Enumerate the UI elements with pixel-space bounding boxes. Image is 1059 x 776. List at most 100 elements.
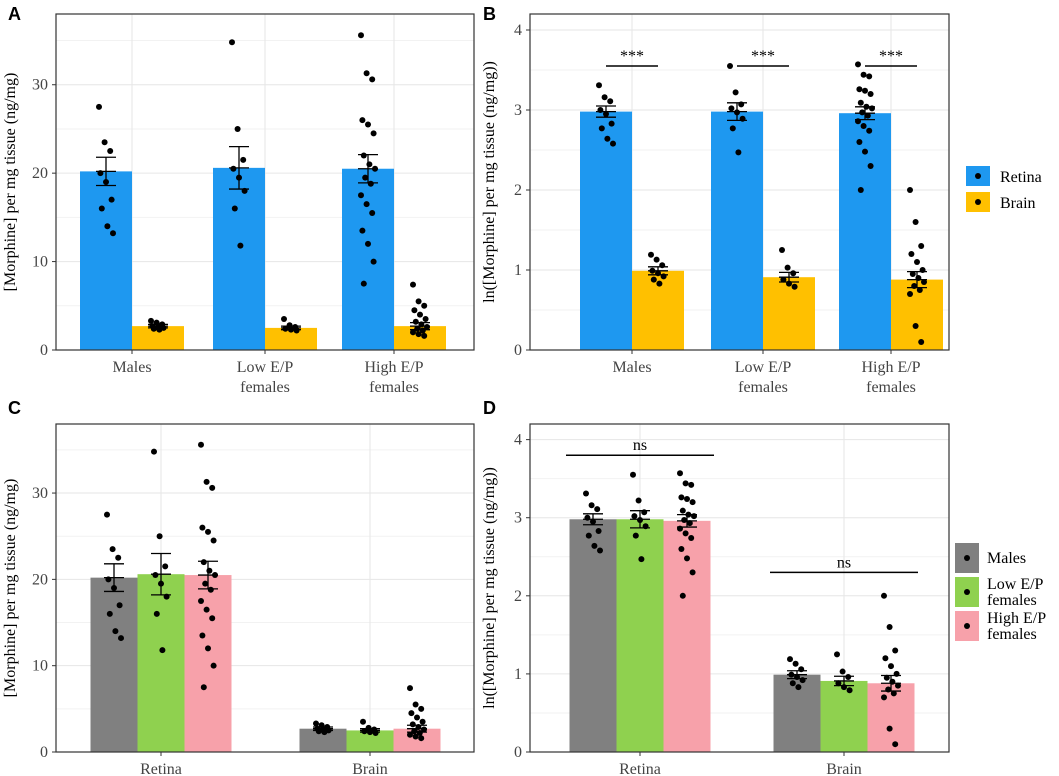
data-point bbox=[414, 325, 421, 332]
data-point bbox=[199, 524, 206, 531]
data-point bbox=[410, 281, 416, 288]
x-tick-label: Low E/P bbox=[237, 359, 294, 376]
bar bbox=[711, 111, 763, 350]
data-point bbox=[159, 647, 166, 654]
data-point bbox=[104, 511, 110, 518]
bar bbox=[342, 168, 394, 350]
data-point bbox=[163, 593, 170, 600]
data-point bbox=[359, 117, 366, 124]
x-tick-label: Males bbox=[612, 359, 651, 376]
data-point bbox=[678, 494, 685, 501]
legend-point bbox=[964, 623, 970, 629]
y-tick-label: 4 bbox=[514, 432, 522, 449]
data-point bbox=[779, 247, 785, 253]
bar bbox=[184, 575, 232, 752]
y-tick-label: 3 bbox=[514, 102, 522, 119]
x-tick-label: females bbox=[369, 379, 419, 396]
y-tick-label: 3 bbox=[514, 510, 522, 527]
y-tick-label: 2 bbox=[514, 588, 522, 605]
data-point bbox=[869, 105, 875, 112]
data-point bbox=[791, 283, 798, 290]
data-point bbox=[908, 251, 915, 257]
data-point bbox=[739, 115, 746, 122]
data-point bbox=[237, 242, 244, 249]
data-point bbox=[366, 161, 373, 168]
data-point bbox=[315, 728, 322, 735]
data-point bbox=[738, 101, 745, 108]
data-point bbox=[784, 264, 791, 271]
data-point bbox=[598, 125, 605, 132]
y-tick-label: 0 bbox=[514, 342, 522, 359]
data-point bbox=[684, 495, 690, 502]
data-point bbox=[635, 497, 642, 504]
data-point bbox=[360, 152, 367, 159]
y-tick-label: 1 bbox=[514, 262, 522, 279]
data-point bbox=[293, 327, 300, 334]
data-point bbox=[418, 735, 425, 742]
data-point bbox=[212, 572, 218, 579]
bar bbox=[132, 326, 184, 350]
y-axis-title: ln([Morphine] per mg tissue (ng/mg)) bbox=[481, 467, 498, 709]
data-point bbox=[689, 499, 696, 506]
data-point bbox=[638, 556, 645, 563]
data-point bbox=[682, 480, 689, 487]
data-point bbox=[855, 118, 861, 125]
data-point bbox=[412, 701, 419, 708]
data-point bbox=[689, 569, 696, 576]
x-tick-label: Retina bbox=[140, 761, 182, 776]
data-point bbox=[358, 192, 364, 199]
data-point bbox=[240, 156, 247, 163]
data-point bbox=[653, 256, 660, 263]
data-point bbox=[202, 580, 209, 587]
x-tick-label: High E/P bbox=[364, 359, 423, 376]
data-point bbox=[108, 196, 115, 203]
data-point bbox=[886, 624, 893, 631]
data-point bbox=[856, 139, 863, 145]
data-point bbox=[631, 513, 638, 520]
data-point bbox=[362, 174, 369, 181]
y-tick-label: 0 bbox=[514, 744, 522, 761]
data-point bbox=[407, 731, 413, 738]
data-point bbox=[359, 227, 366, 234]
panel-letter: D bbox=[483, 398, 496, 418]
data-point bbox=[794, 674, 800, 681]
data-point bbox=[199, 632, 206, 639]
data-point bbox=[360, 280, 367, 287]
data-point bbox=[419, 718, 426, 725]
data-point bbox=[112, 628, 119, 635]
data-point bbox=[685, 511, 692, 518]
data-point bbox=[789, 680, 796, 687]
data-point bbox=[780, 276, 787, 283]
data-point bbox=[231, 205, 238, 212]
data-point bbox=[361, 728, 368, 735]
bar bbox=[265, 327, 317, 350]
data-point bbox=[864, 112, 871, 119]
data-point bbox=[229, 39, 235, 46]
data-point bbox=[104, 223, 111, 230]
data-point bbox=[407, 685, 413, 692]
data-point bbox=[856, 86, 863, 93]
data-point bbox=[727, 63, 733, 69]
y-axis-title: [Morphine] per mg tissue (ng/mg) bbox=[2, 479, 19, 698]
plot-border bbox=[55, 423, 475, 753]
data-point bbox=[688, 481, 695, 488]
data-point bbox=[205, 528, 211, 535]
data-point bbox=[408, 710, 415, 717]
bar bbox=[867, 683, 915, 752]
data-point bbox=[656, 280, 663, 287]
data-point bbox=[372, 730, 379, 737]
bar bbox=[820, 680, 868, 752]
data-point bbox=[795, 684, 802, 691]
data-point bbox=[363, 201, 370, 208]
data-point bbox=[367, 180, 374, 187]
data-point bbox=[892, 741, 899, 748]
data-point bbox=[148, 317, 154, 324]
data-point bbox=[281, 316, 287, 323]
x-tick-label: Brain bbox=[826, 761, 862, 776]
y-tick-label: 0 bbox=[40, 342, 48, 359]
panel-D: ns ns 0 1 2 3 4 Retina Brain ln([Morphine] per mg… bbox=[481, 398, 950, 776]
data-point bbox=[788, 671, 795, 678]
panel-letter: A bbox=[8, 4, 21, 24]
legend-label: High E/P bbox=[987, 610, 1046, 627]
data-point bbox=[412, 318, 419, 325]
